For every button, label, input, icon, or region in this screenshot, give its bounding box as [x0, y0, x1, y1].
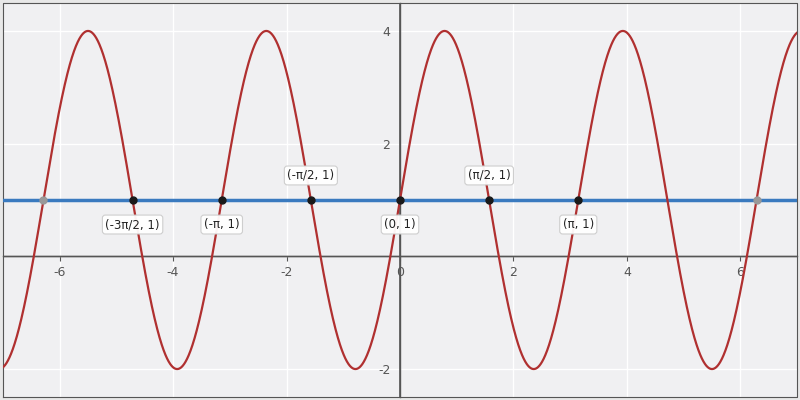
Text: (-π, 1): (-π, 1) — [204, 218, 239, 231]
Text: (-3π/2, 1): (-3π/2, 1) — [106, 218, 160, 231]
Text: (0, 1): (0, 1) — [384, 218, 416, 231]
Text: (π, 1): (π, 1) — [562, 218, 594, 231]
Text: (-π/2, 1): (-π/2, 1) — [287, 169, 334, 182]
Text: (π/2, 1): (π/2, 1) — [468, 169, 510, 182]
